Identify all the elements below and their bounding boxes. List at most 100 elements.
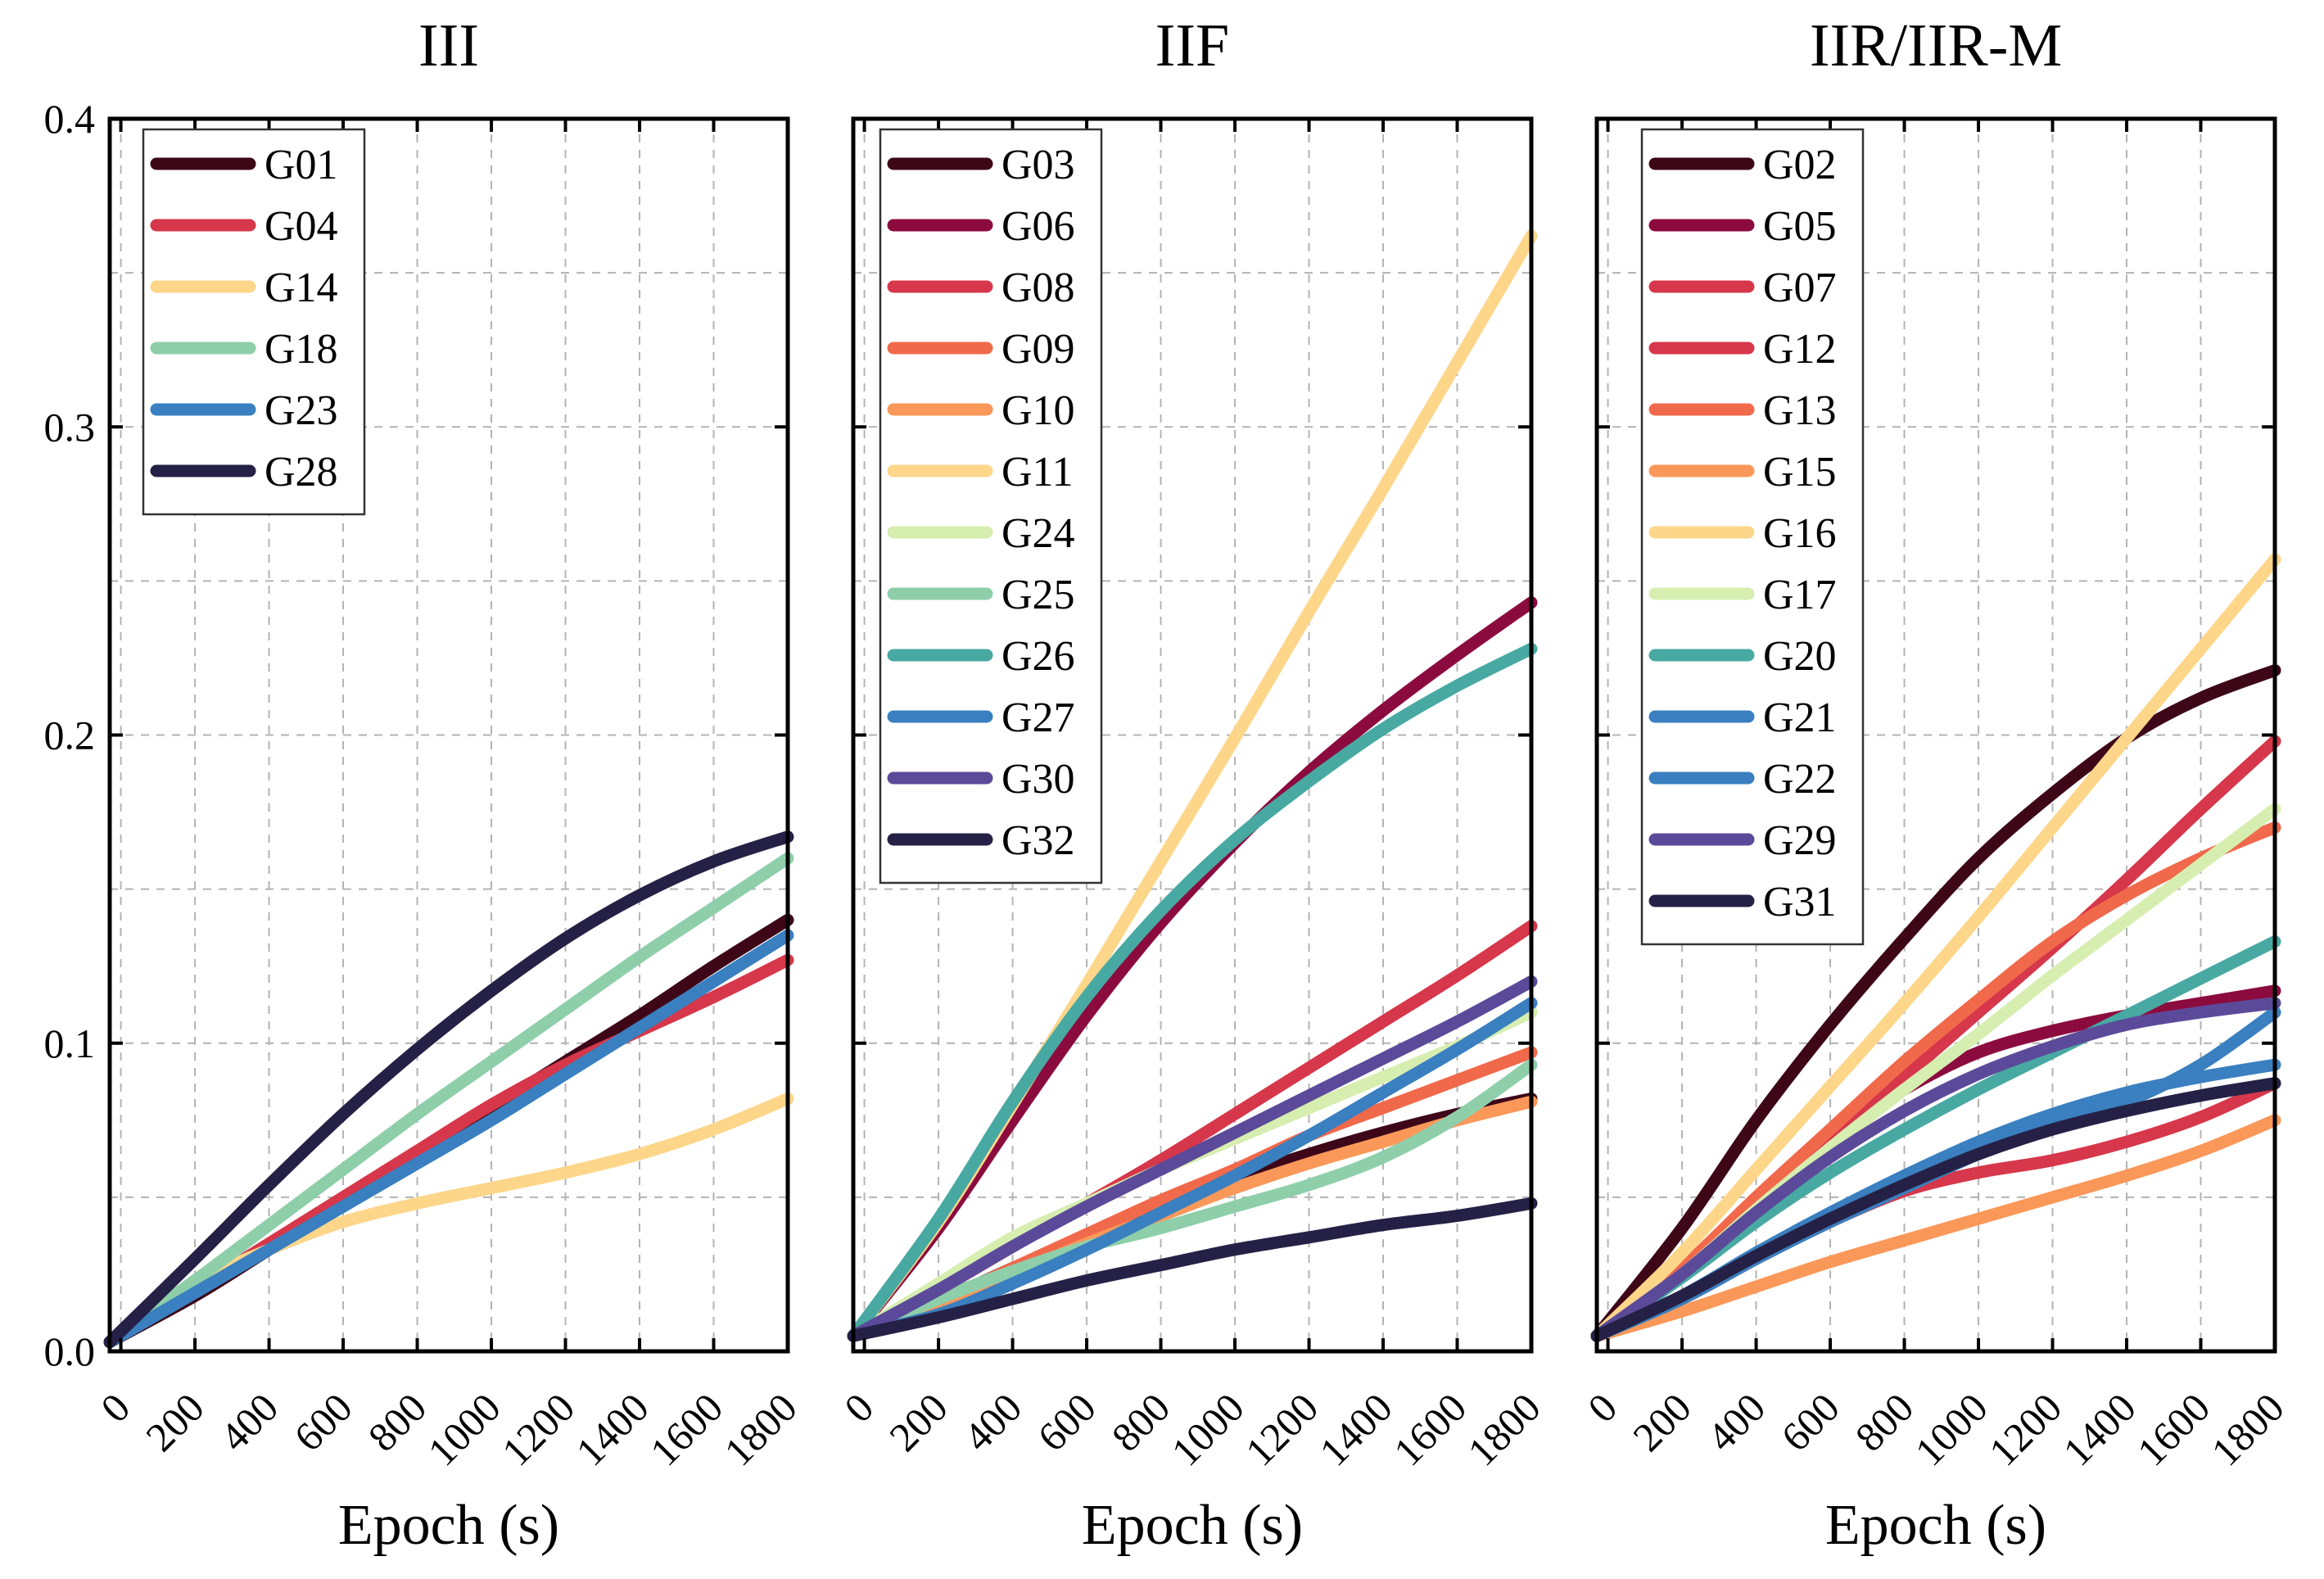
x-tick-label: 1000 [1906,1384,1996,1474]
x-tick-label: 1600 [2128,1384,2218,1474]
x-tick-label: 400 [211,1384,287,1460]
series-line-G31 [1590,1077,2281,1342]
x-tick-label: 200 [137,1384,213,1460]
panel-title: IIR/IIR-M [1810,12,2062,79]
legend-label-G15: G15 [1763,449,1837,495]
y-tick-label: 0.4 [44,96,96,142]
x-tick-label: 1400 [1310,1384,1400,1474]
x-tick-label: 1600 [1385,1384,1475,1474]
legend-label-G26: G26 [1001,633,1075,680]
series-line-G23 [103,929,794,1349]
legend-label-G30: G30 [1001,756,1075,803]
x-tick-label: 200 [1624,1384,1700,1460]
y-tick-label: 0.3 [44,404,96,450]
chart-panels: 0200400600800100012001400160018000.00.10… [44,12,2293,1557]
legend-label-G14: G14 [265,265,338,311]
legend-box [142,128,366,516]
panel-title: IIF [1155,12,1229,79]
x-axis-label: Epoch (s) [338,1494,559,1557]
legend-label-G21: G21 [1763,694,1837,741]
legend-label-G02: G02 [1763,142,1837,188]
x-tick-label: 1200 [493,1384,583,1474]
x-tick-label: 1400 [567,1384,657,1474]
series-line-G02 [1590,664,2281,1342]
series-line-G20 [1590,935,2281,1342]
series-line-G29 [1590,997,2281,1342]
legend-label-G20: G20 [1763,633,1837,680]
series-line-G26 [847,642,1538,1342]
x-tick-label: 1800 [2202,1384,2292,1474]
y-tick-label: 0.1 [44,1020,96,1066]
legend-label-G17: G17 [1763,572,1837,618]
legend: G02 G05 G07 G12 G13 G15 G16 G17 G20 G21 G22 G29 G31 [1640,128,1865,946]
x-tick-label: 200 [880,1384,956,1460]
series-group [103,830,794,1349]
legend-label-G24: G24 [1001,510,1075,557]
y-tick-label: 0.2 [44,713,96,758]
series-line-G14 [103,1093,794,1349]
series-group [1590,553,2281,1342]
legend-box [879,128,1103,885]
legend: G03 G06 G08 G09 G10 G11 G24 G25 G26 G27 G30 G32 [879,128,1103,885]
series-group [847,229,1538,1342]
x-tick-label: 0 [1579,1384,1625,1431]
x-tick-label: 0 [835,1384,882,1431]
legend-label-G22: G22 [1763,756,1837,803]
panel-title: III [418,12,479,79]
legend-label-G12: G12 [1763,326,1837,373]
legend-label-G29: G29 [1763,817,1837,864]
x-tick-label: 400 [955,1384,1031,1460]
x-tick-label: 1400 [2054,1384,2144,1474]
series-line-G32 [847,1197,1538,1342]
x-tick-label: 800 [359,1384,436,1460]
legend-label-G09: G09 [1001,326,1075,373]
x-tick-label: 1000 [419,1384,509,1474]
x-tick-label: 600 [1772,1384,1848,1460]
x-tick-label: 600 [1029,1384,1105,1460]
series-line-G30 [847,975,1538,1342]
x-tick-label: 800 [1847,1384,1923,1460]
legend-label-G04: G04 [265,203,338,250]
legend-label-G10: G10 [1001,387,1075,434]
x-tick-label: 400 [1698,1384,1775,1460]
legend-label-G18: G18 [265,326,338,373]
legend-label-G23: G23 [265,387,338,434]
x-axis-label: Epoch (s) [1825,1494,2046,1557]
series-line-G28 [103,830,794,1349]
legend-label-G11: G11 [1001,449,1074,495]
legend-label-G07: G07 [1763,265,1837,311]
legend-label-G05: G05 [1763,203,1837,250]
x-tick-label: 600 [285,1384,361,1460]
legend-label-G25: G25 [1001,572,1075,618]
x-tick-label: 1800 [1458,1384,1549,1474]
y-tick-label: 0.0 [44,1328,96,1374]
legend-label-G06: G06 [1001,203,1075,250]
x-tick-label: 800 [1103,1384,1179,1460]
legend-label-G08: G08 [1001,265,1075,311]
x-tick-label: 1600 [641,1384,731,1474]
x-axis-label: Epoch (s) [1082,1494,1303,1557]
legend-label-G31: G31 [1763,879,1837,925]
series-line-G27 [847,997,1538,1342]
legend-label-G16: G16 [1763,510,1837,557]
legend-label-G13: G13 [1763,387,1837,434]
series-line-G16 [1590,553,2281,1342]
series-line-G13 [1590,821,2281,1342]
legend-label-G01: G01 [265,142,338,188]
x-tick-label: 1000 [1163,1384,1253,1474]
x-tick-label: 0 [92,1384,138,1431]
series-line-G15 [1590,1114,2281,1342]
x-tick-label: 1200 [1237,1384,1327,1474]
x-tick-label: 1200 [1980,1384,2070,1474]
legend-label-G27: G27 [1001,694,1075,741]
x-tick-label: 1800 [715,1384,805,1474]
legend-label-G03: G03 [1001,142,1075,188]
series-line-G18 [103,852,794,1349]
legend-label-G32: G32 [1001,817,1075,864]
series-line-G25 [847,1058,1538,1342]
legend: G01 G04 G14 G18 G23 G28 [142,128,366,516]
